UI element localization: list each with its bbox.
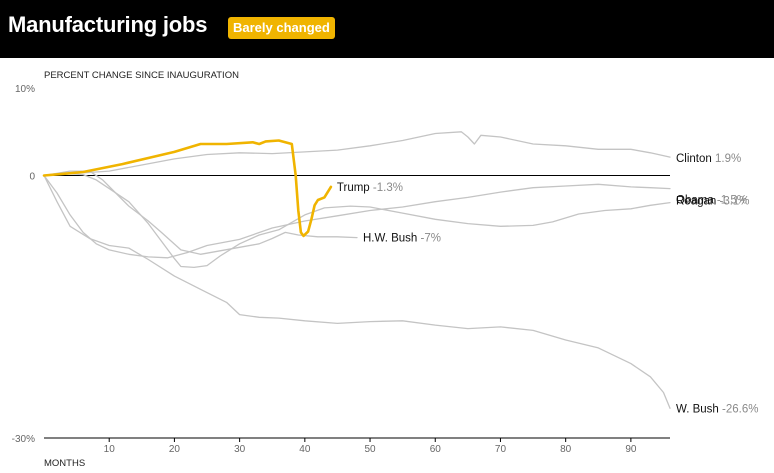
series-line-h-w-bush	[43, 170, 358, 255]
series-label-name: Reagan	[676, 196, 719, 208]
series-label-name: H.W. Bush	[363, 233, 421, 245]
series-line-clinton	[43, 131, 671, 177]
x-tick-label: 50	[364, 444, 376, 455]
series-label-name: Obama	[676, 195, 717, 207]
x-tick-label: 90	[625, 444, 637, 455]
series-label-value: -3.1%	[719, 196, 749, 208]
x-tick-label: 60	[430, 444, 442, 455]
series-lines	[42, 131, 671, 409]
x-tick-label: 10	[104, 444, 116, 455]
status-badge: Barely changed	[228, 17, 335, 39]
series-label-h-w-bush: H.W. Bush -7%	[363, 233, 441, 245]
series-label-value: -7%	[421, 233, 441, 245]
series-label-trump: Trump -1.3%	[337, 182, 403, 194]
y-tick-label: 0	[29, 172, 35, 183]
x-tick-label: 30	[234, 444, 246, 455]
series-label-reagan: Reagan -3.1%	[676, 196, 750, 208]
series-label-name: Clinton	[676, 153, 715, 165]
series-labels: Clinton 1.9% Obama -1.5%Reagan -3.1% H.W. …	[337, 153, 759, 415]
series-label-value: -26.6%	[722, 403, 758, 415]
series-label-w-bush: W. Bush -26.6%	[676, 403, 758, 415]
x-axis-label: MONTHS	[44, 458, 85, 469]
series-label-name: Trump	[337, 182, 373, 194]
series-label-name: W. Bush	[676, 403, 722, 415]
series-label-value: 1.9%	[715, 153, 741, 165]
x-tick-label: 70	[495, 444, 507, 455]
series-label-value: -1.3%	[373, 182, 403, 194]
x-axis-ticks: 10 20 30 40 50 60 70 80 90	[104, 438, 637, 455]
x-tick-label: 80	[560, 444, 572, 455]
y-tick-label: -30%	[12, 434, 35, 445]
y-axis-ticks: 10% 0 -30%	[12, 84, 36, 445]
chart-title: Manufacturing jobs	[8, 12, 208, 37]
y-axis-label: PERCENT CHANGE SINCE INAUGURATION	[44, 70, 239, 81]
series-label-clinton: Clinton 1.9%	[676, 153, 741, 165]
x-tick-label: 20	[169, 444, 181, 455]
y-tick-label: 10%	[15, 84, 35, 95]
series-label-obama: Obama -1.5%	[676, 195, 747, 207]
series-line-trump	[42, 139, 333, 238]
series-label-value: -1.5%	[717, 195, 747, 207]
x-tick-label: 40	[299, 444, 311, 455]
series-line-w-bush	[43, 174, 671, 409]
header-bar: Manufacturing jobs Barely changed	[0, 0, 774, 58]
series-line-reagan	[43, 173, 671, 269]
